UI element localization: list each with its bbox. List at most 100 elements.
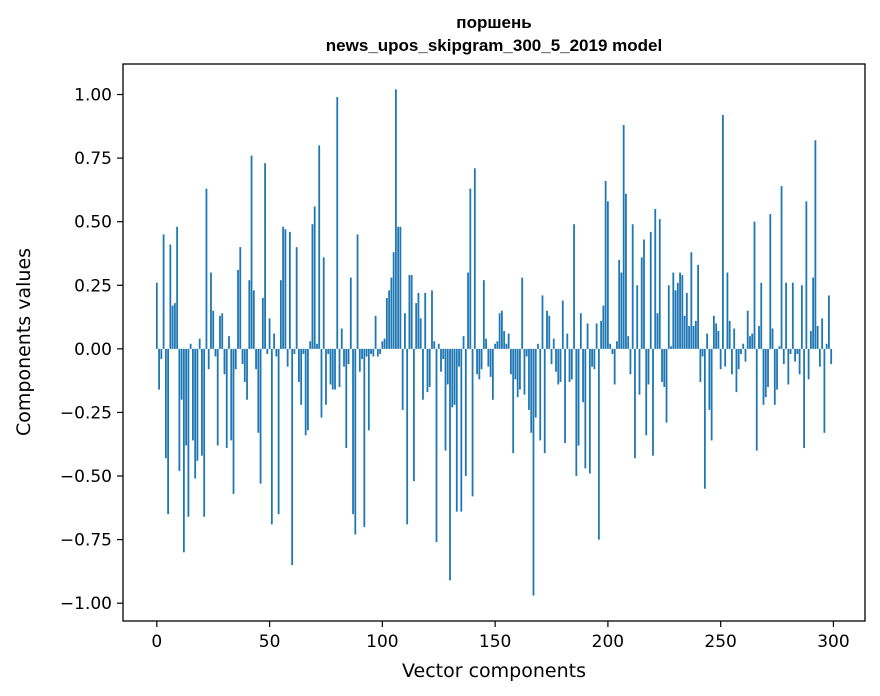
bar — [286, 348, 289, 367]
bar — [552, 338, 555, 349]
bar — [724, 348, 727, 367]
bar — [812, 277, 815, 349]
bar — [279, 280, 282, 349]
bar — [634, 348, 636, 459]
bar — [363, 348, 366, 527]
bar — [609, 343, 612, 349]
bar — [746, 310, 749, 349]
bar — [480, 348, 483, 370]
bar — [685, 292, 688, 349]
bar — [309, 341, 312, 349]
y-tick-label: 1.00 — [74, 86, 112, 106]
bar — [313, 206, 316, 349]
bar — [347, 348, 350, 365]
bar — [478, 348, 481, 380]
bar — [760, 282, 763, 349]
bar — [261, 297, 264, 349]
bar — [814, 140, 817, 349]
bar — [442, 348, 445, 360]
bar — [180, 348, 183, 400]
bar — [652, 348, 654, 456]
bar — [654, 208, 657, 349]
bar — [187, 348, 190, 517]
bar — [625, 193, 627, 349]
bar — [566, 333, 569, 349]
bar — [491, 348, 494, 400]
bar — [789, 348, 792, 354]
bar — [523, 348, 526, 395]
bar — [663, 348, 666, 388]
bar — [232, 348, 235, 494]
bar — [555, 348, 557, 372]
bar — [277, 348, 280, 515]
bar — [611, 348, 614, 354]
bar-series — [155, 89, 833, 596]
bar — [532, 348, 535, 596]
bar — [295, 247, 298, 349]
bar — [618, 259, 621, 349]
bar — [259, 348, 262, 484]
bar — [679, 272, 681, 349]
bar — [329, 348, 332, 385]
chart-title-line2: news_upos_skipgram_300_5_2019 model — [326, 36, 662, 55]
bar — [316, 343, 318, 349]
bar — [469, 188, 472, 349]
bar — [694, 320, 697, 349]
bar — [722, 114, 724, 349]
bar — [498, 313, 501, 349]
y-tick-label: 0.00 — [74, 340, 112, 360]
bar — [385, 297, 388, 349]
bar — [577, 348, 580, 446]
bar — [367, 348, 370, 431]
y-tick-label: −0.75 — [60, 531, 112, 551]
x-tick-label: 250 — [704, 632, 736, 652]
bar — [275, 348, 278, 357]
bar — [494, 343, 497, 349]
bar — [503, 331, 506, 349]
bar — [410, 275, 413, 349]
bar — [543, 348, 546, 454]
bar — [719, 348, 722, 370]
bar — [584, 348, 587, 469]
bar — [467, 272, 469, 349]
bar — [182, 348, 185, 553]
bar — [331, 348, 334, 390]
bar — [613, 348, 616, 385]
bar — [464, 348, 467, 477]
bar — [771, 328, 774, 349]
y-tick-label: −1.00 — [60, 594, 112, 614]
bar — [636, 285, 639, 349]
bar — [252, 290, 255, 349]
bar — [575, 348, 578, 477]
bar — [437, 343, 440, 349]
bar — [708, 348, 711, 410]
bar — [212, 310, 215, 349]
bar — [794, 348, 796, 362]
bar — [505, 343, 508, 349]
x-tick-label: 100 — [366, 632, 398, 652]
bar — [219, 315, 221, 349]
bar — [764, 348, 767, 398]
bar — [726, 272, 729, 349]
bar — [345, 348, 348, 449]
bar — [273, 333, 275, 349]
bar — [697, 264, 699, 349]
bar — [428, 348, 431, 388]
bar — [647, 348, 650, 385]
bar — [776, 348, 778, 390]
bar — [595, 323, 598, 349]
bar — [243, 348, 246, 382]
bar — [185, 348, 188, 446]
bar — [203, 348, 206, 517]
bar — [821, 318, 824, 349]
bar — [507, 333, 510, 349]
bar — [620, 272, 623, 349]
bar — [805, 201, 808, 349]
bar — [616, 341, 618, 349]
bar — [198, 338, 201, 349]
bar — [749, 336, 751, 349]
bar — [169, 244, 172, 349]
bar — [537, 343, 539, 349]
bar — [676, 282, 679, 349]
bar — [225, 348, 228, 449]
